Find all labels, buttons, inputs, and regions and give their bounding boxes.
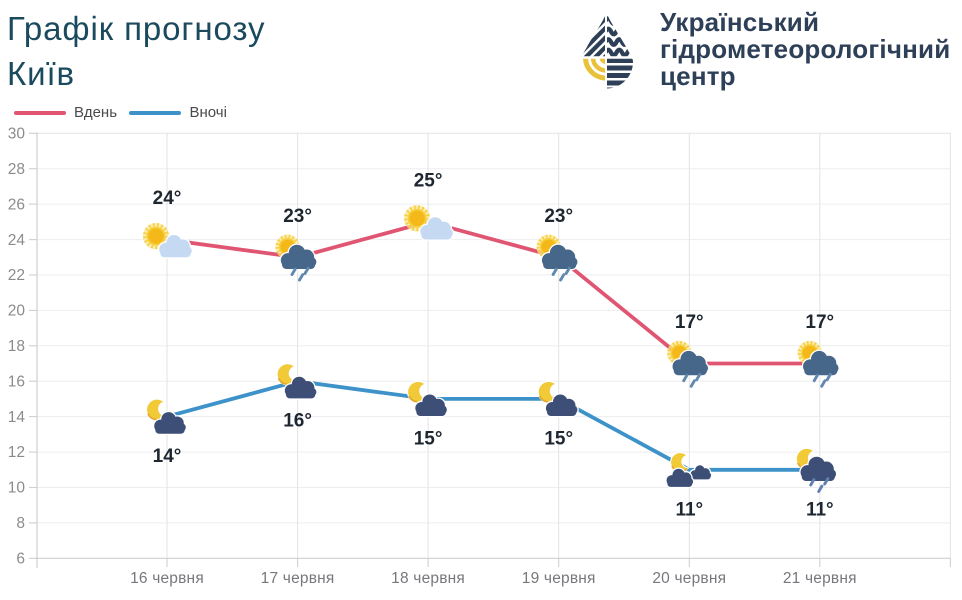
svg-text:22: 22	[8, 267, 25, 284]
svg-text:16: 16	[8, 373, 25, 390]
svg-text:17 червня: 17 червня	[261, 570, 335, 587]
svg-text:21 червня: 21 червня	[783, 570, 857, 587]
svg-text:25°: 25°	[414, 170, 443, 191]
svg-text:15°: 15°	[414, 428, 443, 449]
svg-text:23°: 23°	[283, 206, 312, 227]
svg-text:19 червня: 19 червня	[522, 570, 596, 587]
svg-text:16 червня: 16 червня	[130, 570, 204, 587]
svg-text:17°: 17°	[675, 312, 704, 333]
svg-text:15°: 15°	[544, 428, 573, 449]
svg-text:23°: 23°	[544, 206, 573, 227]
svg-text:10: 10	[8, 480, 26, 497]
svg-text:14°: 14°	[153, 446, 182, 467]
svg-text:11°: 11°	[806, 499, 834, 520]
svg-text:12: 12	[8, 444, 25, 461]
svg-text:18 червня: 18 червня	[391, 570, 465, 587]
svg-text:18: 18	[8, 338, 25, 355]
svg-text:20 червня: 20 червня	[652, 570, 726, 587]
svg-text:14: 14	[8, 409, 26, 426]
svg-text:20: 20	[8, 303, 26, 320]
svg-text:11°: 11°	[675, 499, 703, 520]
svg-text:28: 28	[8, 161, 25, 178]
svg-text:17°: 17°	[805, 312, 834, 333]
svg-text:30: 30	[8, 126, 26, 143]
svg-text:8: 8	[16, 515, 25, 532]
svg-text:26: 26	[8, 196, 25, 213]
svg-text:6: 6	[16, 551, 25, 568]
svg-text:24°: 24°	[153, 188, 182, 209]
svg-text:16°: 16°	[283, 411, 312, 432]
svg-text:24: 24	[8, 232, 26, 249]
